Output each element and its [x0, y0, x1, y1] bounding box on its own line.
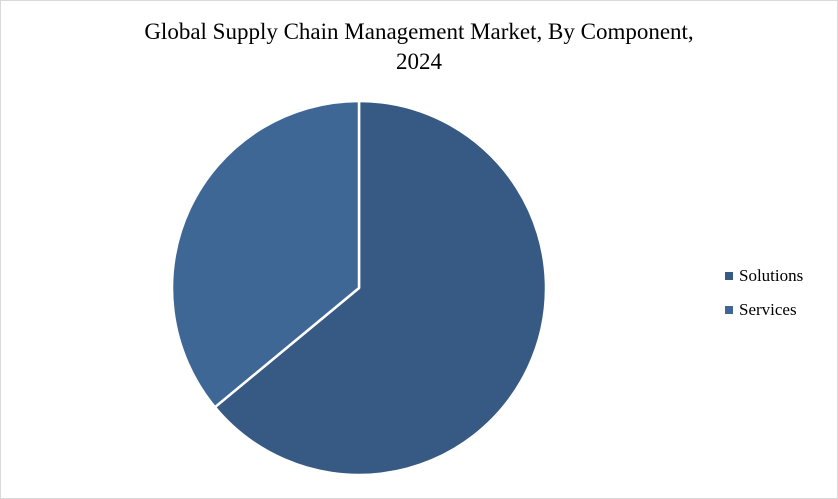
legend-swatch-services: [725, 306, 733, 314]
chart-title-line-2: 2024: [396, 49, 442, 74]
legend-label-solutions: Solutions: [739, 266, 804, 285]
chart-title-line-1: Global Supply Chain Management Market, B…: [144, 19, 694, 44]
pie-slice-services: [170, 99, 361, 409]
pie-slices: [170, 99, 548, 477]
legend-swatch-solutions: [725, 272, 733, 280]
legend-item-solutions: Solutions: [725, 259, 803, 293]
legend: Solutions Services: [725, 259, 803, 327]
legend-label-services: Services: [739, 300, 797, 319]
pie-slice-solutions: [213, 99, 548, 477]
chart-title: Global Supply Chain Management Market, B…: [1, 17, 837, 77]
legend-item-services: Services: [725, 293, 803, 327]
